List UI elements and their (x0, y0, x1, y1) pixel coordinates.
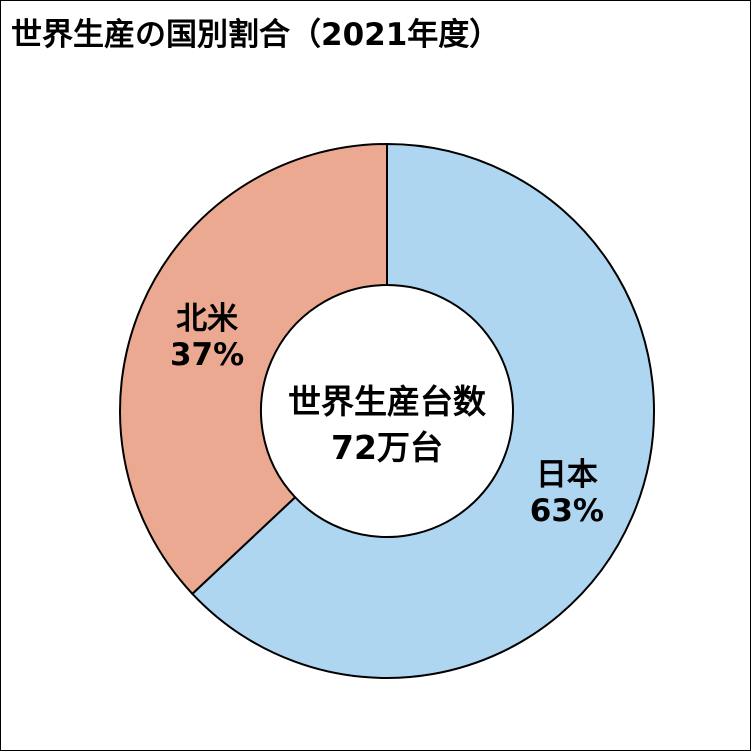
chart-title: 世界生産の国別割合（2021年度） (11, 17, 501, 53)
slice-north-america (119, 142, 388, 596)
donut-slices (119, 142, 655, 679)
slice-label-value: 63% (530, 493, 604, 529)
slice-label-name: 北米 (176, 301, 238, 337)
center-label-line1: 世界生産台数 (288, 382, 487, 421)
center-label: 世界生産台数 72万台 (288, 382, 487, 467)
slice-label-name: 日本 (536, 457, 598, 493)
center-label-line2: 72万台 (331, 428, 443, 467)
slice-label-value: 37% (170, 337, 244, 373)
slice-japan (190, 142, 655, 679)
